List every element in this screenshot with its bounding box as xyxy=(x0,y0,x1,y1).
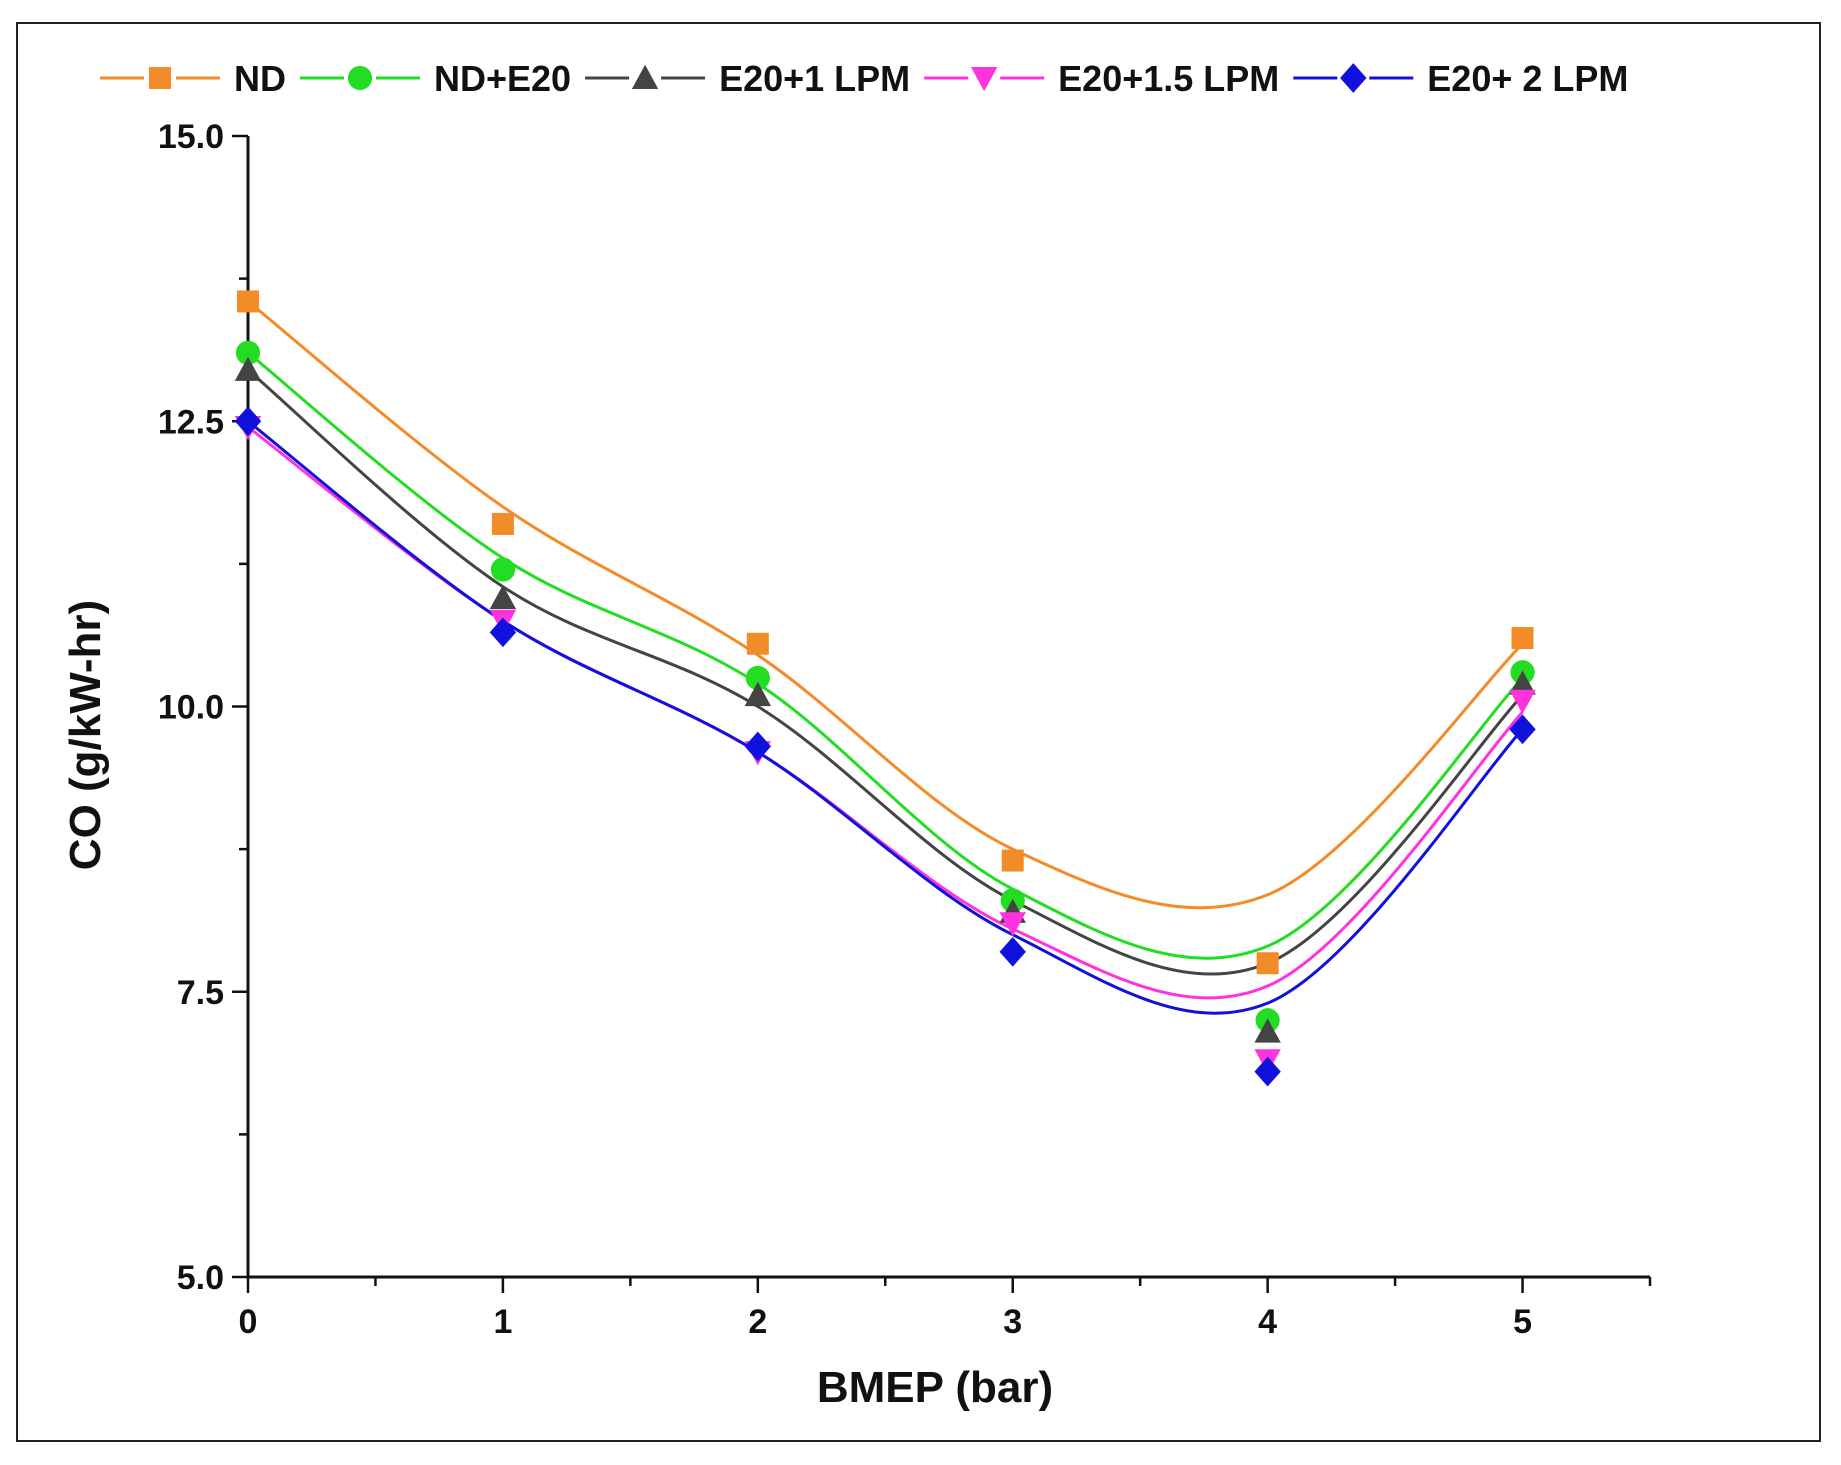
y-tick-label: 12.5 xyxy=(158,403,224,441)
y-tick-label: 10.0 xyxy=(158,689,224,727)
data-point-nd xyxy=(1511,627,1534,650)
legend-label: ND+E20 xyxy=(434,58,571,99)
data-point-e20-1-lpm xyxy=(489,584,517,610)
x-tick-label: 4 xyxy=(1258,1303,1277,1341)
series-line-e20-2-lpm xyxy=(247,420,1524,1015)
legend-marker xyxy=(149,67,171,89)
series-line-nd-e20 xyxy=(247,351,1524,960)
y-tick-label: 5.0 xyxy=(177,1259,224,1297)
x-tick-label: 2 xyxy=(748,1303,767,1341)
chart-frame xyxy=(16,22,1821,1442)
legend-label: E20+ 2 LPM xyxy=(1427,58,1628,99)
data-point-e20-1-5-lpm xyxy=(999,912,1026,937)
data-point-e20-2-lpm xyxy=(1254,1056,1281,1087)
x-tick-label: 1 xyxy=(493,1303,512,1341)
data-point-e20-2-lpm xyxy=(744,731,772,762)
data-point-e20-2-lpm xyxy=(489,617,517,648)
legend-marker xyxy=(970,67,998,92)
data-markers xyxy=(234,290,1536,1087)
legend-item-nd: ND xyxy=(100,58,286,99)
series-line-nd xyxy=(247,300,1524,910)
data-point-e20-2-lpm xyxy=(1509,714,1536,745)
legend-item-e20-1-lpm: E20+1 LPM xyxy=(585,58,910,99)
x-tick-label: 3 xyxy=(1003,1303,1022,1341)
data-point-e20-2-lpm xyxy=(234,406,262,437)
legend-label: E20+1 LPM xyxy=(719,58,910,99)
legend-label: E20+1.5 LPM xyxy=(1058,58,1279,99)
legend-item-nd-e20: ND+E20 xyxy=(300,58,571,99)
data-point-nd xyxy=(1256,952,1279,975)
data-point-e20-1-lpm xyxy=(1254,1018,1281,1043)
legend-label: ND xyxy=(234,58,286,99)
legend-item-e20-1-5-lpm: E20+1.5 LPM xyxy=(924,58,1279,99)
legend-marker xyxy=(631,64,659,89)
data-point-e20-2-lpm xyxy=(999,936,1026,967)
y-axis-title: CO (g/kW-hr) xyxy=(61,600,110,870)
data-point-nd xyxy=(491,512,514,535)
legend-marker xyxy=(347,65,373,91)
data-point-e20-1-lpm xyxy=(234,356,262,381)
series-line-e20-1-lpm xyxy=(247,368,1524,976)
data-point-nd xyxy=(746,632,769,655)
data-point-e20-1-5-lpm xyxy=(1509,689,1536,714)
x-tick-label: 5 xyxy=(1513,1303,1532,1341)
legend: ND ND+E20 E20+1 LPM E20+1.5 LPM E20+ 2 LPM xyxy=(100,58,1628,99)
data-point-nd xyxy=(1001,849,1024,872)
fit-lines xyxy=(247,300,1524,1015)
data-point-e20-1-lpm xyxy=(1509,670,1536,695)
y-tick-label: 7.5 xyxy=(177,974,224,1012)
legend-item-e20-2-lpm: E20+ 2 LPM xyxy=(1293,58,1628,99)
data-point-nd-e20 xyxy=(745,665,770,691)
y-tick-label: 15.0 xyxy=(158,118,224,156)
data-point-nd-e20 xyxy=(235,340,261,365)
x-axis-title: BMEP (bar) xyxy=(817,1363,1053,1412)
legend-marker xyxy=(1340,63,1367,93)
data-point-nd xyxy=(237,290,259,313)
data-point-e20-1-lpm xyxy=(744,681,772,707)
data-point-nd-e20 xyxy=(490,557,516,582)
x-tick-label: 0 xyxy=(239,1303,258,1341)
axes: 0 1 2 3 4 5 5.0 7.5 10.0 12.5 15.0 xyxy=(158,118,1652,1341)
